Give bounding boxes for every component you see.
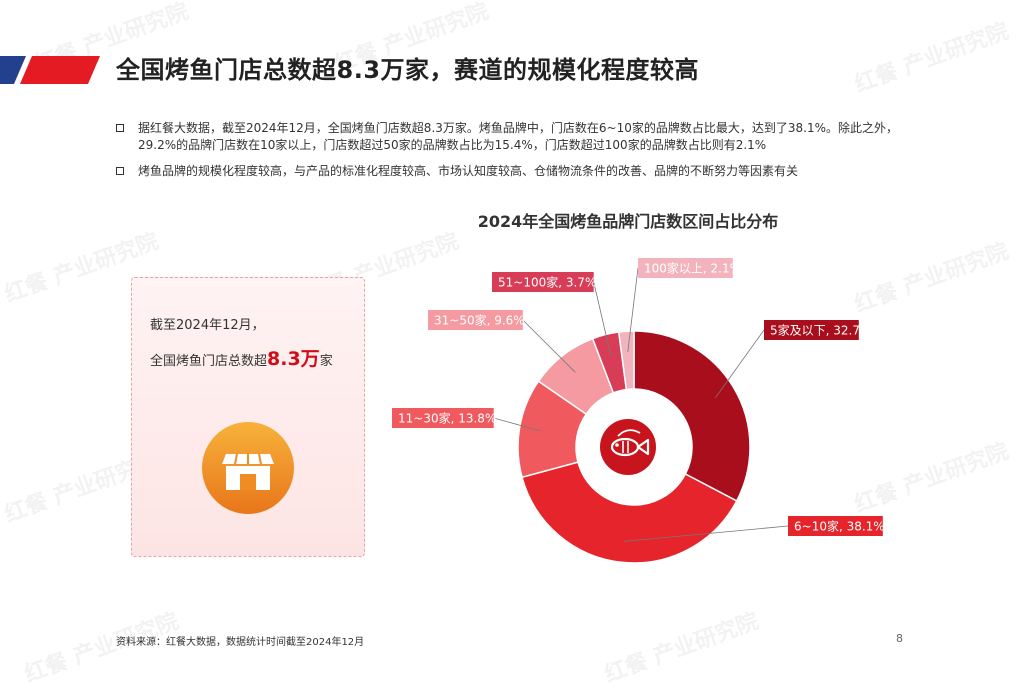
square-bullet-icon — [116, 167, 124, 175]
leader-line — [593, 281, 612, 356]
slice-label: 100家以上, 2.1% — [644, 261, 741, 276]
fish-icon — [600, 419, 656, 475]
page-title: 全国烤鱼门店总数超8.3万家，赛道的规模化程度较高 — [116, 56, 700, 84]
card-date-text: 截至2024年12月， — [150, 318, 265, 333]
source-note: 资料来源：红餐大数据，数据统计时间截至2024年12月 — [116, 637, 365, 648]
leader-line — [627, 267, 639, 353]
card-total-value: 8.3万 — [267, 348, 320, 370]
slice-label-box — [392, 408, 494, 428]
slice-label-box — [638, 258, 733, 278]
leader-line — [714, 329, 765, 399]
leader-line — [493, 417, 541, 432]
slice-label: 51~100家, 3.7% — [498, 275, 596, 290]
card-total-text: 全国烤鱼门店总数超8.3万家 — [150, 344, 333, 371]
slice-label-box — [492, 272, 594, 292]
slice-label: 5家及以下, 32.7% — [770, 323, 871, 338]
bullet-list: 据红餐大数据，截至2024年12月，全国烤鱼门店数超8.3万家。烤鱼品牌中，门店… — [116, 120, 916, 189]
leader-line — [522, 319, 576, 373]
donut-slice — [633, 330, 751, 502]
slice-label-box — [764, 320, 859, 340]
slice-label: 11~30家, 13.8% — [398, 411, 496, 426]
bullet-text: 据红餐大数据，截至2024年12月，全国烤鱼门店数超8.3万家。烤鱼品牌中，门店… — [138, 121, 898, 152]
leader-line — [623, 525, 789, 542]
donut-slice — [521, 461, 738, 564]
card-total-suffix: 家 — [319, 354, 333, 369]
slice-label-box — [428, 310, 523, 330]
slice-label: 31~50家, 9.6% — [434, 313, 525, 328]
summary-card: 截至2024年12月， 全国烤鱼门店总数超8.3万家 — [131, 277, 365, 557]
slice-label-box — [788, 516, 883, 536]
donut-slice — [617, 330, 635, 391]
store-icon — [202, 422, 294, 514]
title-banner-shape — [0, 56, 100, 84]
square-bullet-icon — [116, 124, 124, 132]
card-total-prefix: 全国烤鱼门店总数超 — [150, 354, 268, 369]
page-number: 8 — [896, 632, 903, 645]
bullet-item: 烤鱼品牌的规模化程度较高，与产品的标准化程度较高、市场认知度较高、仓储物流条件的… — [116, 163, 916, 180]
bullet-text: 烤鱼品牌的规模化程度较高，与产品的标准化程度较高、市场认知度较高、仓储物流条件的… — [138, 164, 799, 178]
chart-title: 2024年全国烤鱼品牌门店数区间占比分布 — [478, 212, 779, 231]
bullet-item: 据红餐大数据，截至2024年12月，全国烤鱼门店数超8.3万家。烤鱼品牌中，门店… — [116, 120, 916, 154]
slice-label: 6~10家, 38.1% — [794, 519, 885, 534]
